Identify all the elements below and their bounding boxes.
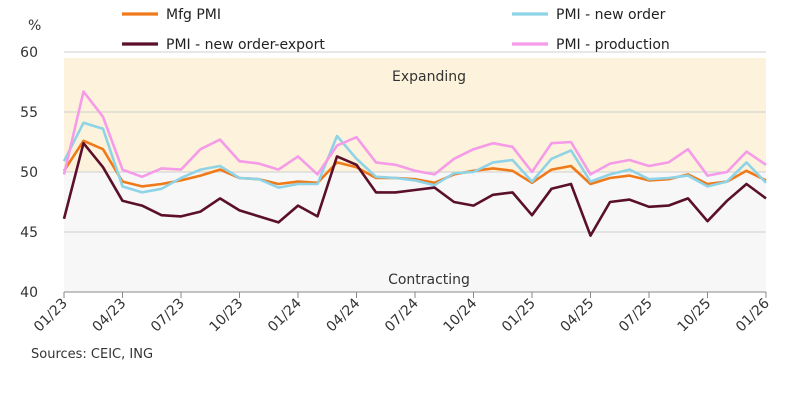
y-tick-label: 40 [20,285,38,301]
legend-label-mfg-pmi: Mfg PMI [166,7,221,23]
x-tick-label: 04/23 [89,296,129,336]
x-tick-label: 01/23 [31,296,71,336]
legend-label-pmi-new-order-export: PMI - new order-export [166,37,325,53]
x-tick-label: 10/24 [440,295,480,335]
zone-label-contracting: Contracting [388,272,470,288]
y-axis-unit-label: % [28,18,41,34]
y-tick-label: 60 [20,45,38,61]
zone-band-expanding [64,58,766,172]
x-tick-label: 10/25 [674,296,714,336]
x-axis: 01/23 04/23 07/23 10/23 01/24 04/24 07/24 10/24… [31,291,773,336]
zone-bands [64,58,766,292]
series-line-pmi-new-order [62,121,767,194]
series-line-pmi-production [62,90,767,179]
y-tick-label: 45 [20,225,38,241]
zone-label-expanding: Expanding [392,69,466,85]
legend-label-pmi-production: PMI - production [556,37,670,53]
legend: Mfg PMI PMI - new order PMI - new order-ex… [122,7,670,53]
legend-label-pmi-new-order: PMI - new order [556,7,666,23]
x-tick-label: 10/23 [206,296,246,336]
zone-labels: Expanding Contracting [388,69,470,288]
y-axis: % 40 45 50 55 60 [20,18,41,301]
series-lines [62,90,767,237]
source-note: Sources: CEIC, ING [31,347,153,362]
x-tick-label: 01/25 [499,296,539,336]
x-tick-label: 01/26 [733,295,773,335]
y-tick-label: 55 [20,105,38,121]
y-tick-label: 50 [20,165,38,181]
x-tick-label: 04/25 [557,296,597,336]
x-tick-label: 07/23 [148,296,188,336]
x-tick-label: 07/24 [382,295,422,335]
x-tick-label: 04/24 [323,295,363,335]
series-line-pmi-new-order-export [62,141,767,237]
x-tick-label: 07/25 [616,296,656,336]
x-tick-label: 01/24 [265,295,305,335]
